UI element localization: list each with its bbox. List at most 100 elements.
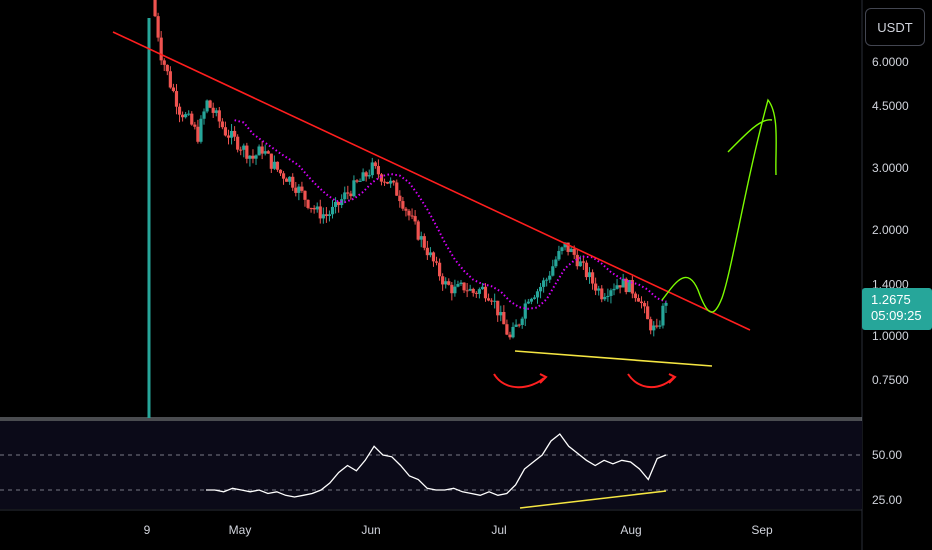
candle-body[interactable] — [275, 161, 280, 170]
candle-body[interactable] — [465, 290, 469, 292]
candle-body[interactable] — [538, 286, 543, 292]
projection-curve[interactable] — [661, 98, 777, 313]
candle-body[interactable] — [291, 176, 295, 188]
candle-body[interactable] — [202, 111, 206, 119]
candle-body[interactable] — [184, 114, 188, 118]
candle-body[interactable] — [278, 169, 283, 174]
candle-body[interactable] — [490, 300, 494, 302]
candle-body[interactable] — [652, 325, 656, 331]
candle-body[interactable] — [376, 166, 381, 175]
candle-body[interactable] — [646, 306, 650, 320]
candle-body[interactable] — [367, 175, 371, 177]
candle-body[interactable] — [590, 272, 595, 284]
candle-body[interactable] — [196, 126, 200, 142]
candle-body[interactable] — [370, 162, 374, 176]
candle-body[interactable] — [441, 276, 445, 285]
candle-body[interactable] — [520, 318, 524, 325]
candle-body[interactable] — [554, 259, 558, 267]
candle-body[interactable] — [523, 303, 527, 319]
candle-body[interactable] — [444, 281, 448, 285]
candle-body[interactable] — [633, 293, 638, 299]
candle-body[interactable] — [168, 71, 172, 88]
candle-body[interactable] — [526, 301, 530, 304]
candle-body[interactable] — [190, 113, 194, 125]
candle-body[interactable] — [542, 280, 546, 287]
candle-body[interactable] — [361, 172, 365, 181]
candle-body[interactable] — [297, 186, 301, 193]
candle-body[interactable] — [220, 121, 224, 128]
candle-body[interactable] — [343, 192, 347, 200]
candle-body[interactable] — [630, 280, 634, 294]
candle-body[interactable] — [321, 214, 325, 219]
candle-body[interactable] — [180, 114, 185, 118]
descending-trendline[interactable] — [112, 31, 751, 331]
candle-body[interactable] — [337, 201, 341, 206]
candle-body[interactable] — [658, 325, 662, 327]
candle-body[interactable] — [260, 146, 264, 154]
candle-body[interactable] — [303, 190, 307, 200]
candle-body[interactable] — [480, 286, 485, 290]
candle-body[interactable] — [535, 291, 540, 298]
candle-body[interactable] — [468, 288, 472, 291]
candle-body[interactable] — [236, 136, 240, 150]
candle-body[interactable] — [428, 252, 433, 256]
candle-body[interactable] — [557, 251, 561, 260]
candle-body[interactable] — [575, 254, 579, 267]
candle-body[interactable] — [254, 155, 258, 159]
candle-body[interactable] — [251, 155, 255, 159]
candle-body[interactable] — [330, 206, 335, 215]
candle-body[interactable] — [499, 312, 503, 316]
candle-body[interactable] — [327, 214, 332, 216]
candle-body[interactable] — [655, 325, 659, 327]
candle-body[interactable] — [419, 236, 423, 240]
candle-body[interactable] — [355, 180, 359, 182]
candle-body[interactable] — [587, 272, 592, 278]
candle-body[interactable] — [248, 155, 252, 159]
candle-body[interactable] — [639, 301, 644, 304]
candle-body[interactable] — [153, 0, 157, 17]
candle-body[interactable] — [242, 145, 246, 150]
candle-body[interactable] — [502, 312, 506, 325]
candle-body[interactable] — [404, 208, 408, 211]
candle-body[interactable] — [422, 236, 426, 248]
candle-body[interactable] — [352, 180, 356, 197]
candle-body[interactable] — [551, 266, 555, 276]
candle-body[interactable] — [349, 193, 353, 197]
candle-body[interactable] — [642, 303, 647, 307]
candle-body[interactable] — [416, 221, 420, 240]
candle-body[interactable] — [563, 242, 567, 248]
candle-body[interactable] — [401, 201, 405, 209]
candle-body[interactable] — [462, 282, 466, 291]
candle-body[interactable] — [364, 172, 368, 177]
candle-body[interactable] — [413, 216, 417, 222]
candle-body[interactable] — [407, 210, 411, 216]
candle-body[interactable] — [300, 186, 304, 191]
candle-body[interactable] — [199, 118, 203, 142]
candle-body[interactable] — [661, 305, 665, 326]
candle-body[interactable] — [548, 275, 552, 280]
candle-body[interactable] — [496, 300, 500, 316]
candle-body[interactable] — [621, 278, 625, 288]
candle-body[interactable] — [649, 319, 653, 331]
candle-body[interactable] — [450, 284, 454, 294]
candle-body[interactable] — [187, 113, 191, 115]
candle-body[interactable] — [453, 286, 457, 294]
candle-body[interactable] — [233, 130, 237, 137]
candle-body[interactable] — [358, 180, 362, 182]
candle-body[interactable] — [447, 281, 451, 285]
candle-body[interactable] — [385, 181, 390, 184]
candle-body[interactable] — [597, 288, 601, 291]
candle-body[interactable] — [505, 324, 509, 335]
candle-body[interactable] — [425, 247, 429, 256]
candle-body[interactable] — [459, 282, 463, 285]
rsi-divergence-line[interactable] — [519, 490, 667, 509]
candle-body[interactable] — [193, 124, 197, 127]
candle-body[interactable] — [217, 110, 221, 122]
candle-body[interactable] — [410, 215, 414, 217]
candle-body[interactable] — [333, 201, 338, 207]
candle-body[interactable] — [517, 324, 521, 326]
candle-body[interactable] — [263, 151, 267, 154]
candle-body[interactable] — [156, 16, 160, 38]
candle-body[interactable] — [529, 298, 533, 302]
candle-body[interactable] — [532, 297, 537, 299]
